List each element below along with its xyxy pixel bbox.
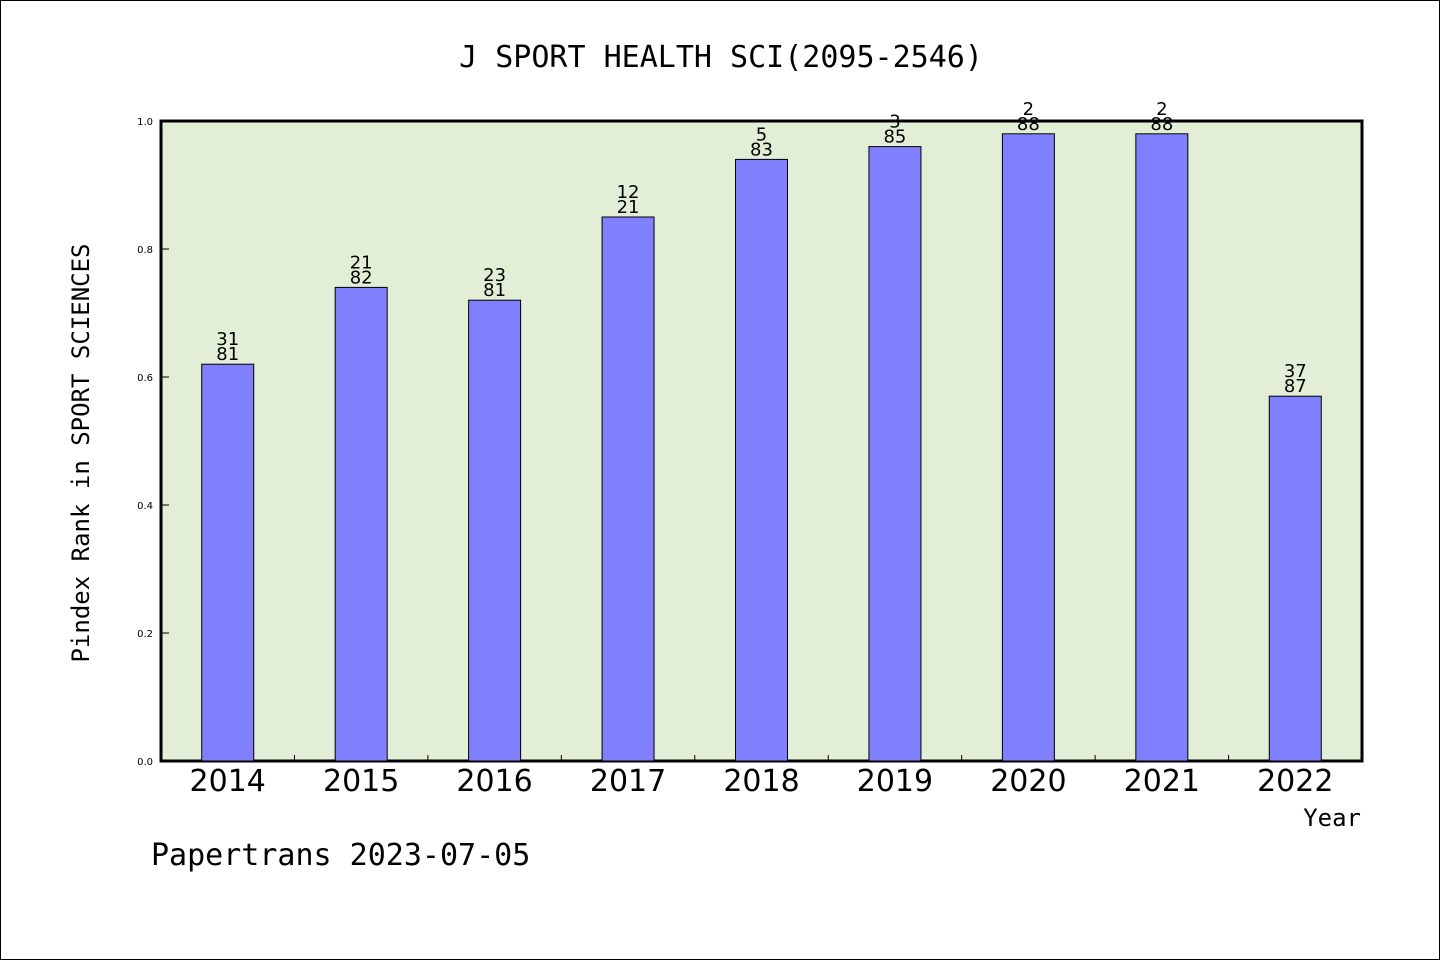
bar-total-label: 82 — [350, 267, 373, 288]
x-axis-label: Year — [1303, 804, 1361, 832]
x-tick-label: 2019 — [857, 764, 933, 799]
bar-total-label: 21 — [617, 197, 640, 218]
bar-rank-label: 3 — [889, 112, 900, 133]
bar-2014 — [201, 363, 255, 762]
bar-total-label: 87 — [1284, 376, 1307, 397]
bar-2017 — [601, 216, 655, 762]
y-axis: 0.0 0.2 0.4 0.6 0.8 1.0 — [137, 117, 169, 768]
bars — [201, 133, 1322, 762]
y-tick-label: 0.0 — [137, 757, 153, 768]
y-tick-label: 0.4 — [137, 501, 153, 512]
bar-rank-label: 5 — [756, 124, 767, 145]
y-tick-label: 1.0 — [137, 117, 153, 128]
bar-rank-label: 12 — [617, 182, 640, 203]
bar-2020 — [1001, 133, 1055, 762]
x-axis: 2014 2015 2016 2017 2018 2019 2020 2021 2022 — [190, 755, 1333, 799]
y-axis-label: Pindex Rank in SPORT SCIENCES — [67, 243, 95, 662]
x-tick-label: 2014 — [190, 764, 266, 799]
bar-2015 — [334, 286, 388, 762]
footer-text: Papertrans 2023-07-05 — [151, 838, 530, 873]
bar-2021 — [1135, 133, 1189, 762]
bar-total-label: 81 — [216, 344, 239, 365]
bar-total-label: 81 — [483, 280, 506, 301]
bar-2016 — [468, 299, 522, 762]
bar-rank-label: 23 — [483, 265, 506, 286]
y-tick-label: 0.6 — [137, 373, 153, 384]
bar-rank-label: 2 — [1023, 99, 1034, 120]
bar-total-label: 88 — [1017, 114, 1040, 135]
x-tick-label: 2022 — [1257, 764, 1333, 799]
bar-rank-label: 21 — [350, 252, 373, 273]
x-tick-label: 2016 — [456, 764, 532, 799]
y-tick-label: 0.8 — [137, 245, 153, 256]
x-tick-label: 2015 — [323, 764, 399, 799]
x-tick-label: 2018 — [723, 764, 799, 799]
x-tick-label: 2017 — [590, 764, 666, 799]
bar-2022 — [1268, 395, 1322, 762]
bar-rank-label: 2 — [1156, 99, 1167, 120]
bar-total-label: 88 — [1150, 114, 1173, 135]
x-tick-label: 2020 — [990, 764, 1066, 799]
y-tick-label: 0.2 — [137, 629, 153, 640]
bar-2019 — [868, 146, 922, 762]
bar-total-label: 85 — [883, 127, 906, 148]
bar-rank-label: 31 — [216, 329, 239, 350]
bar-rank-label: 37 — [1284, 361, 1307, 382]
bar-2018 — [735, 158, 788, 762]
x-tick-label: 2021 — [1124, 764, 1200, 799]
bar-total-label: 83 — [750, 139, 773, 160]
chart-title: J SPORT HEALTH SCI(2095-2546) — [459, 40, 983, 75]
